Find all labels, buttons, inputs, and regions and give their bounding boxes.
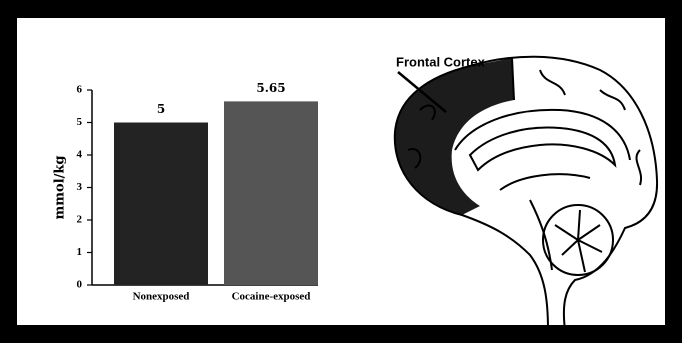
y-tick-label: 0 <box>77 279 83 291</box>
y-tick-label: 1 <box>77 246 83 258</box>
value-label: 5.65 <box>256 81 285 95</box>
y-tick-label: 3 <box>77 181 83 193</box>
bar <box>114 122 208 285</box>
x-tick-label: Cocaine-exposed <box>232 291 311 303</box>
x-tick-label: Nonexposed <box>133 291 190 303</box>
y-tick-label: 6 <box>77 84 83 96</box>
y-tick-label: 5 <box>77 116 83 128</box>
y-tick-label: 4 <box>77 149 83 161</box>
bar <box>224 101 318 285</box>
brain-illustration <box>393 55 659 331</box>
value-label: 5 <box>157 102 165 116</box>
y-axis-label: mmol/kg <box>53 156 68 220</box>
annotation: Frontal Cortex <box>396 54 486 69</box>
y-tick-label: 2 <box>77 214 83 226</box>
